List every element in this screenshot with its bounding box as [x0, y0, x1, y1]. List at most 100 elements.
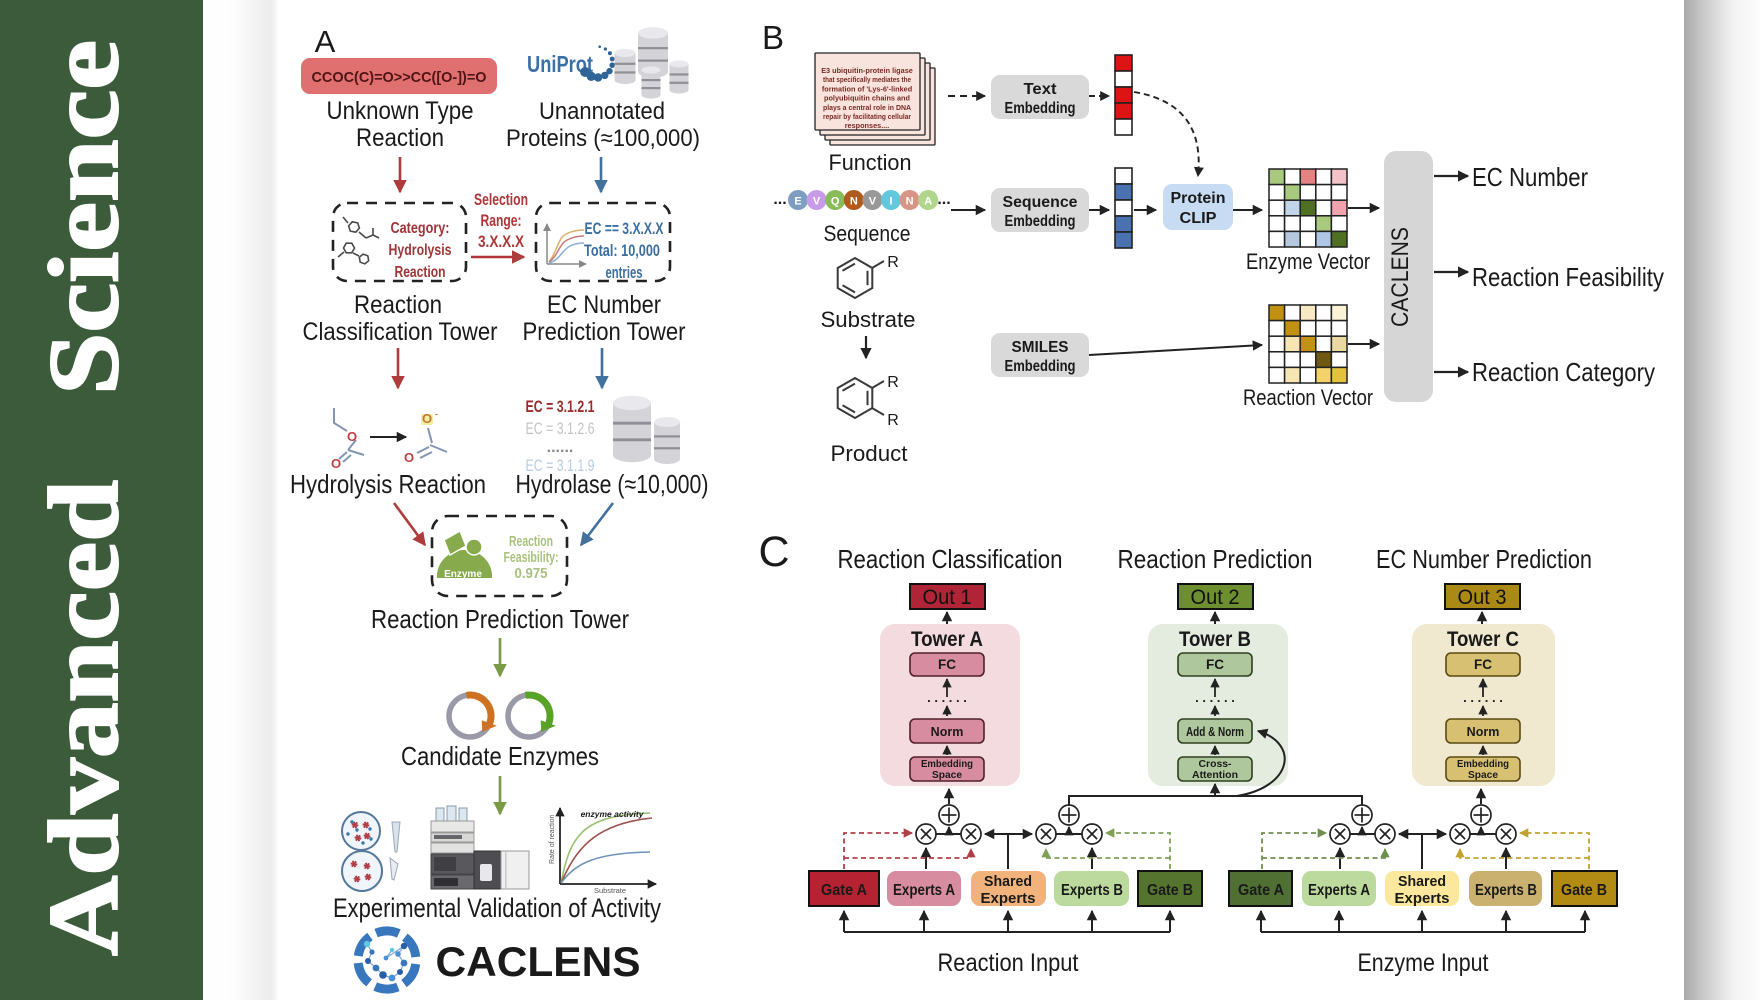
svg-text:EC = 3.1.1.9: EC = 3.1.1.9: [526, 456, 595, 475]
svg-text:. . . . . .: . . . . . .: [1195, 690, 1235, 705]
svg-text:CACLENS: CACLENS: [436, 938, 641, 985]
svg-text:N: N: [850, 196, 858, 208]
svg-text:Out 1: Out 1: [923, 586, 972, 609]
svg-text:Reaction Classification: Reaction Classification: [838, 544, 1063, 574]
svg-text:FC: FC: [1206, 657, 1224, 672]
svg-text:Experts B: Experts B: [1061, 882, 1123, 899]
svg-text:Reaction Feasibility: Reaction Feasibility: [1472, 262, 1664, 292]
svg-text:FC: FC: [1474, 657, 1492, 672]
svg-text:Norm: Norm: [1467, 725, 1500, 739]
svg-text:Rate of reaction: Rate of reaction: [549, 814, 556, 864]
svg-text:Selection: Selection: [474, 190, 528, 209]
svg-text:Hydrolase (≈10,000): Hydrolase (≈10,000): [516, 469, 709, 499]
svg-text:R: R: [887, 254, 899, 271]
svg-text:Classification Tower: Classification Tower: [303, 318, 498, 346]
svg-text:Prediction Tower: Prediction Tower: [523, 318, 686, 346]
svg-text:Shared: Shared: [984, 873, 1032, 890]
svg-text:Function: Function: [829, 150, 912, 175]
svg-text:Substrate: Substrate: [821, 307, 916, 332]
svg-text:EC = 3.1.2.1: EC = 3.1.2.1: [526, 397, 595, 416]
svg-text:Reaction Prediction Tower: Reaction Prediction Tower: [371, 604, 629, 634]
svg-text:plays a central role in DNA: plays a central role in DNA: [823, 103, 912, 112]
svg-text:......: ......: [547, 439, 574, 456]
svg-text:Gate B: Gate B: [1147, 882, 1193, 899]
svg-text:Shared: Shared: [1398, 873, 1446, 890]
svg-text:...: ...: [773, 191, 786, 208]
svg-text:Norm: Norm: [931, 725, 964, 739]
svg-text:V: V: [813, 196, 821, 208]
svg-text:Embedding: Embedding: [1457, 758, 1509, 770]
svg-text:Attention: Attention: [1192, 769, 1238, 781]
svg-text:Hydrolysis: Hydrolysis: [389, 242, 452, 259]
svg-text:Add & Norm: Add & Norm: [1186, 725, 1244, 739]
svg-text:Reaction: Reaction: [356, 124, 444, 152]
svg-text:Science: Science: [28, 40, 139, 395]
svg-text:Tower C: Tower C: [1447, 628, 1519, 651]
svg-text:CCOC(C)=O>>CC([O-])=O: CCOC(C)=O>>CC([O-])=O: [312, 69, 487, 86]
svg-text:that specifically mediates the: that specifically mediates the: [823, 75, 911, 84]
svg-text:A: A: [315, 24, 336, 59]
svg-text:enzyme activity: enzyme activity: [581, 809, 645, 819]
svg-text:EC = 3.1.2.6: EC = 3.1.2.6: [526, 419, 595, 438]
svg-text:V: V: [869, 196, 877, 208]
svg-text:Sequence: Sequence: [1003, 194, 1078, 211]
svg-text:Enzyme Input: Enzyme Input: [1358, 949, 1489, 977]
svg-text:E: E: [794, 196, 801, 208]
svg-text:Enzyme: Enzyme: [444, 569, 482, 580]
svg-text:SMILES: SMILES: [1012, 339, 1069, 356]
svg-text:Experts: Experts: [1395, 890, 1450, 907]
svg-text:Tower A: Tower A: [911, 628, 983, 651]
svg-text:Protein: Protein: [1171, 190, 1226, 207]
svg-text:Out 3: Out 3: [1458, 586, 1507, 609]
svg-text:Embedding: Embedding: [1005, 358, 1076, 375]
svg-text:Gate A: Gate A: [1238, 882, 1284, 899]
svg-text:Reaction: Reaction: [509, 533, 553, 550]
svg-text:Embedding: Embedding: [921, 758, 973, 770]
svg-text:entries: entries: [606, 263, 643, 282]
svg-text:Experts A: Experts A: [1308, 882, 1370, 899]
svg-text:Reaction Vector: Reaction Vector: [1243, 385, 1373, 410]
svg-text:Range:: Range:: [481, 211, 522, 230]
svg-text:Q: Q: [831, 196, 840, 208]
svg-text:O: O: [404, 450, 414, 465]
svg-text:Embedding: Embedding: [1005, 213, 1076, 230]
svg-text:B: B: [762, 19, 784, 56]
svg-text:Feasibility:: Feasibility:: [504, 549, 559, 566]
svg-text:formation of 'Lys-6'-linked: formation of 'Lys-6'-linked: [822, 84, 912, 93]
svg-text:O: O: [347, 429, 357, 444]
svg-text:Enzyme Vector: Enzyme Vector: [1246, 249, 1370, 274]
svg-text:Reaction Input: Reaction Input: [938, 949, 1079, 977]
svg-text:Experimental Validation of Act: Experimental Validation of Activity: [333, 893, 661, 923]
svg-text:EC == 3.X.X.X: EC == 3.X.X.X: [585, 219, 664, 238]
svg-text:responses....: responses....: [845, 121, 890, 130]
svg-text:repair by facilitating cellula: repair by facilitating cellular: [823, 112, 911, 121]
svg-text:O: O: [422, 411, 432, 426]
svg-text:. . . . . .: . . . . . .: [1463, 690, 1503, 705]
svg-text:Gate B: Gate B: [1561, 882, 1607, 899]
svg-text:EC Number: EC Number: [1472, 162, 1588, 192]
svg-text:EC Number Prediction: EC Number Prediction: [1376, 544, 1592, 574]
svg-text:Experts A: Experts A: [893, 882, 955, 899]
svg-text:Space: Space: [932, 769, 962, 781]
svg-text:N: N: [906, 196, 914, 208]
svg-text:. . . . . .: . . . . . .: [927, 690, 967, 705]
svg-text:Category:: Category:: [391, 220, 450, 237]
svg-text:3.X.X.X: 3.X.X.X: [478, 232, 525, 251]
svg-text:Reaction Prediction: Reaction Prediction: [1118, 544, 1313, 574]
svg-text:CLIP: CLIP: [1180, 210, 1217, 227]
svg-text:FC: FC: [938, 657, 956, 672]
svg-text:polyubiquitin chains and: polyubiquitin chains and: [824, 94, 910, 103]
svg-text:EC Number: EC Number: [547, 291, 661, 319]
svg-text:Substrate: Substrate: [594, 886, 626, 895]
svg-text:I: I: [889, 196, 892, 208]
svg-text:Experts B: Experts B: [1475, 882, 1537, 899]
svg-text:Tower B: Tower B: [1179, 628, 1251, 651]
svg-text:Reaction: Reaction: [395, 264, 446, 281]
svg-text:-: -: [435, 409, 438, 419]
svg-text:Advanced: Advanced: [28, 480, 139, 956]
svg-text:...: ...: [937, 191, 950, 208]
svg-text:Space: Space: [1468, 769, 1498, 781]
svg-text:R: R: [887, 412, 899, 429]
svg-text:Product: Product: [831, 441, 908, 466]
svg-text:Unknown Type: Unknown Type: [327, 97, 474, 125]
